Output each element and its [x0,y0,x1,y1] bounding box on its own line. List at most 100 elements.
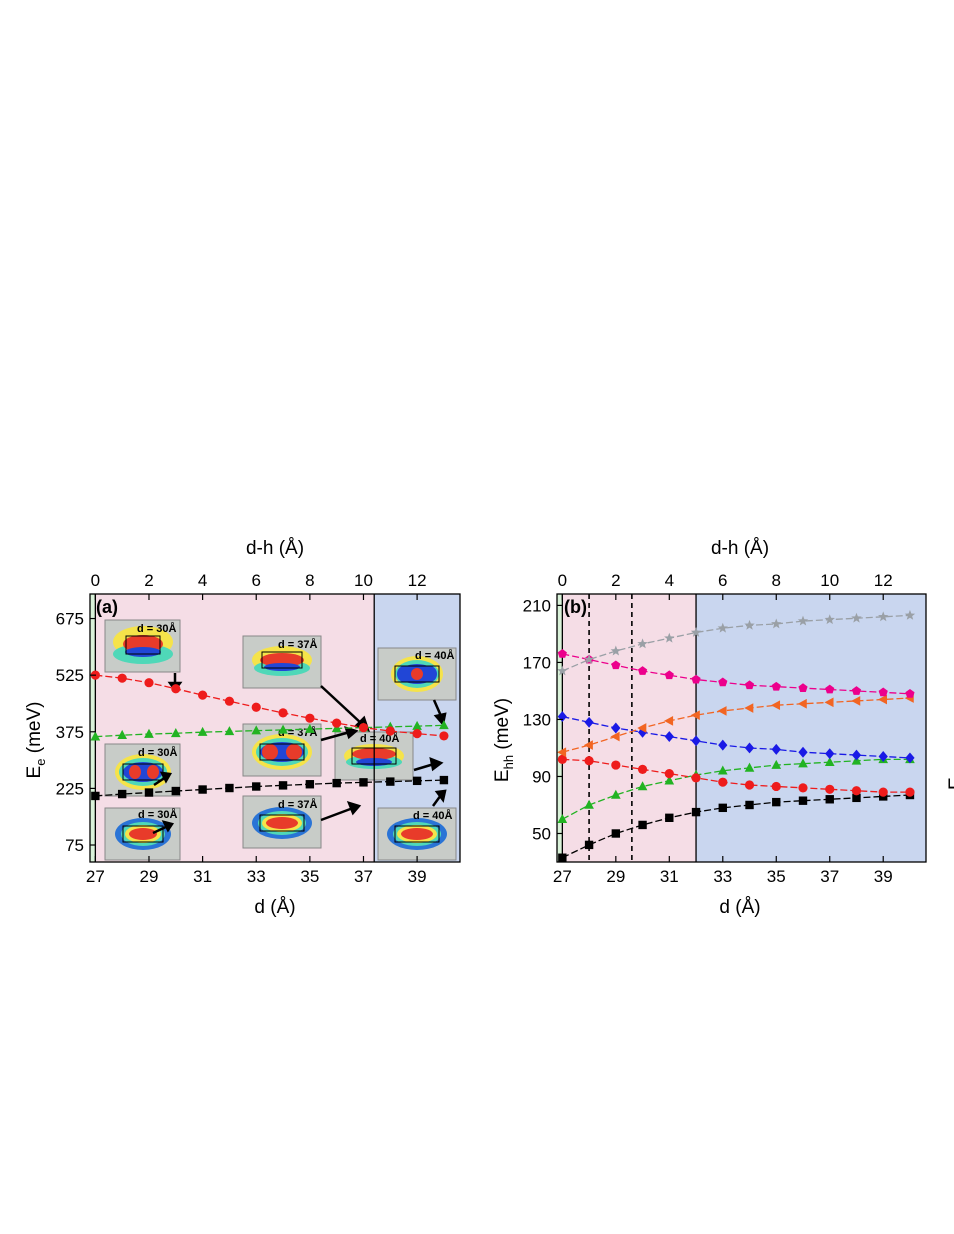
top-tick-label: 8 [772,571,781,590]
data-point [664,670,674,680]
data-point [851,612,862,623]
data-point [877,694,887,705]
series-line [95,779,444,797]
data-point [144,788,154,797]
data-point [904,609,916,620]
data-point [665,813,674,823]
data-point [359,778,368,787]
panel-a-ylabel-main: E [24,766,45,779]
panel-b-xlabel: d (Å) [719,897,760,918]
inset-label: d = 30Å [138,746,177,759]
top-tick-label: 0 [91,571,100,590]
data-point [691,807,701,817]
panel-a-ylabel-unit: (meV) [24,702,45,759]
inset-d40-right: d = 40Å [377,647,457,701]
data-point [305,780,315,789]
x-tick-label: 31 [193,867,212,886]
inset-d30-top: d = 30Å [104,619,181,673]
inset-label: d = 37Å [278,798,317,811]
panel-a-ylabel: Ee (meV) [24,702,48,779]
data-point [170,728,181,738]
top-tick-label: 8 [305,571,314,590]
series-line [562,758,910,820]
inset-label: d = 40Å [413,809,452,822]
panel-b-ylabel-main: E [492,769,513,782]
data-point [878,787,888,797]
data-point [744,742,755,754]
data-point [878,751,888,762]
data-point [583,740,593,750]
data-point [584,840,594,850]
series-line [562,794,910,859]
panel-a-top-xlabel: d-h (Å) [246,538,304,559]
data-point [557,665,568,676]
data-point [584,716,594,728]
x-tick-label: 27 [553,867,572,886]
data-point [224,696,235,706]
shaded-region [562,594,697,862]
data-point [584,756,594,766]
data-point [252,782,261,791]
panel-b-ylabel: Ehh (meV) [492,698,516,782]
y-tick-label: 170 [523,653,551,672]
data-point [717,706,727,716]
data-point [637,781,648,791]
data-point [745,800,754,810]
data-point [117,729,128,739]
data-point [798,746,808,758]
data-point [797,698,807,709]
x-tick-label: 39 [408,867,427,886]
data-point [798,783,808,793]
x-tick-label: 33 [713,867,732,886]
data-point [305,713,315,723]
data-point [198,785,207,794]
data-point [718,803,727,813]
data-point [772,797,781,807]
data-point [771,743,781,755]
data-point [798,758,808,768]
data-point [878,687,888,697]
panel-a-ylabel-sub: e [33,759,48,766]
data-point [439,720,449,730]
data-point [905,787,915,797]
panel-a-series [90,670,449,801]
data-point [557,813,568,824]
data-point [412,720,422,730]
inset-label: d = 37Å [278,638,317,651]
data-point [278,781,288,790]
data-point [557,649,567,658]
y-tick-label: 675 [56,610,84,629]
data-point [771,618,782,629]
data-point [744,780,755,790]
panel-a-plot-frame [89,593,461,863]
data-point [171,786,180,796]
data-point [358,723,369,733]
data-point [718,739,728,751]
series-line [95,724,444,738]
x-tick-label: 33 [247,867,266,886]
x-tick-label: 37 [820,867,839,886]
shaded-region [696,594,926,862]
data-point [824,614,835,625]
panel-a: d = 30Å d = 30Å d = 30Å [24,538,461,918]
top-tick-label: 2 [144,571,153,590]
x-tick-label: 31 [660,867,679,886]
inset-d30-mid: d = 30Å [104,743,181,797]
top-tick-label: 10 [354,571,373,590]
inset-d37-bottom: d = 37Å [242,795,322,849]
data-point [611,829,621,838]
panel-b-plot-frame [556,593,927,863]
data-point [171,684,181,694]
data-point [332,718,342,728]
y-tick-label: 130 [523,710,551,729]
data-point [825,795,834,804]
panel-b-shaded-regions [557,594,926,862]
data-point [117,789,127,799]
data-point [798,683,808,692]
data-point [691,735,701,747]
x-tick-label: 29 [140,867,159,886]
panel-a-ticks: 27 29 31 33 35 37 39 75 225 375 525 675 0 2 4 6 8 10 12 [56,571,427,886]
data-point [824,697,834,708]
x-tick-label: 27 [86,867,105,886]
x-tick-label: 29 [606,867,625,886]
